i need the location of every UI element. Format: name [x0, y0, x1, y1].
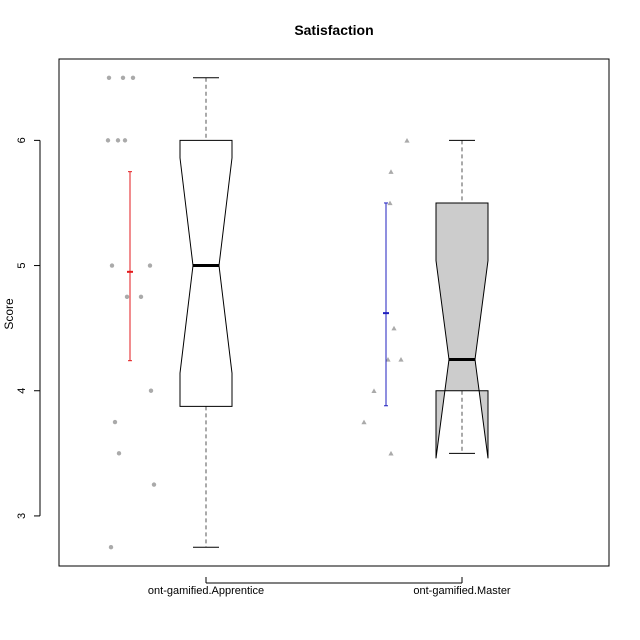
- data-point: [138, 294, 144, 300]
- chart-title: Satisfaction: [294, 22, 373, 38]
- data-point: [391, 325, 397, 331]
- data-point: [120, 75, 126, 80]
- data-point: [115, 138, 121, 143]
- y-axis: 3 4 5 6: [16, 137, 41, 519]
- data-point: [398, 357, 404, 362]
- data-point: [404, 137, 410, 143]
- y-tick-label: 5: [16, 262, 28, 268]
- points-layer: [105, 75, 410, 550]
- data-point: [388, 169, 394, 174]
- box: [179, 139, 233, 407]
- data-point: [148, 388, 154, 393]
- x-tick-label: ont-gamified.Apprentice: [148, 585, 264, 597]
- y-tick-label: 6: [16, 137, 28, 143]
- y-tick-label: 4: [16, 388, 28, 394]
- data-point: [151, 482, 157, 487]
- y-axis-label: Score: [2, 298, 16, 330]
- data-point: [385, 357, 391, 362]
- boxes-layer: [179, 77, 489, 548]
- data-point: [124, 294, 130, 300]
- plot-frame: [58, 58, 610, 567]
- data-point: [388, 450, 394, 456]
- data-point: [116, 451, 122, 456]
- x-tick-label: ont-gamified.Master: [413, 585, 511, 597]
- data-point: [108, 545, 114, 550]
- mean-ci-layer: [127, 171, 389, 407]
- data-point: [147, 263, 153, 268]
- data-point: [106, 75, 112, 80]
- data-point: [371, 388, 377, 393]
- data-point: [105, 138, 111, 143]
- data-point: [130, 75, 136, 80]
- data-point: [109, 263, 115, 268]
- data-point: [361, 419, 367, 425]
- data-point: [122, 138, 128, 143]
- data-point: [387, 200, 393, 206]
- x-axis: ont-gamified.Apprentice ont-gamified.Mast…: [148, 577, 511, 597]
- box: [435, 202, 489, 459]
- y-tick-label: 3: [16, 513, 28, 519]
- data-point: [112, 419, 118, 425]
